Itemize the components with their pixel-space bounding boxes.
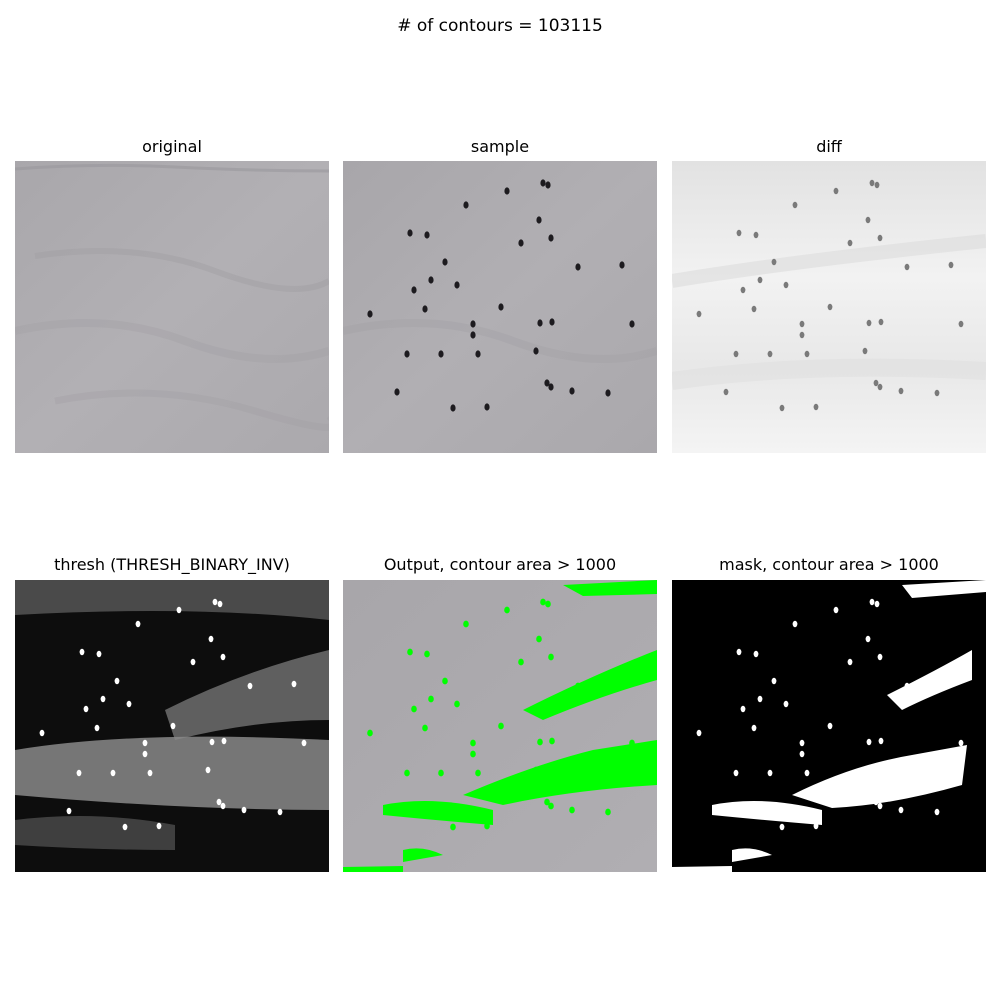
thresh-image — [15, 580, 329, 872]
panel-title-diff: diff — [816, 137, 842, 156]
panel-title-mask: mask, contour area > 1000 — [719, 555, 939, 574]
panel-title-sample: sample — [470, 137, 530, 156]
panel-title-original: original — [142, 137, 202, 156]
original-image — [15, 161, 329, 453]
diff-image — [672, 161, 986, 453]
figure-suptitle: # of contours = 103115 — [397, 16, 603, 36]
panel-title-output: Output, contour area > 1000 — [383, 555, 617, 574]
output-image — [343, 580, 657, 872]
mask-image — [672, 580, 986, 872]
panel-title-thresh: thresh (THRESH_BINARY_INV) — [54, 555, 290, 574]
sample-image — [343, 161, 657, 453]
